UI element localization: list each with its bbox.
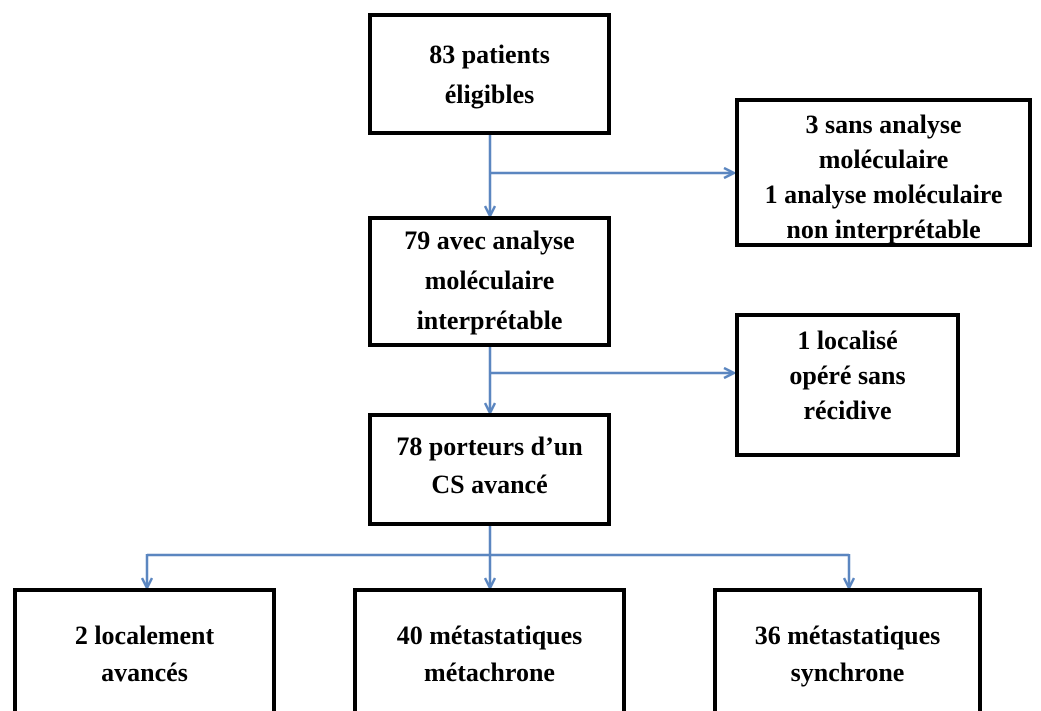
node: 83 patients éligibles <box>368 13 611 135</box>
node-label: opéré sans <box>789 361 905 390</box>
node-label: 3 sans analyse <box>805 110 961 139</box>
node: 1 localisé opéré sans récidive <box>735 313 960 457</box>
node: 3 sans analyse moléculaire 1 analyse moléc… <box>735 98 1032 247</box>
node-label: interprétable <box>417 306 563 335</box>
node: 36 métastatiques synchrone <box>713 588 982 711</box>
node-box <box>368 413 611 526</box>
node-label: métachrone <box>424 658 555 687</box>
connectors <box>147 135 849 587</box>
node-label: 83 patients <box>429 40 550 69</box>
node-label: récidive <box>803 396 891 425</box>
node-label: 1 analyse moléculaire <box>765 180 1003 209</box>
node-box <box>353 588 626 711</box>
node: 79 avec analyse moléculaire interprétable <box>368 216 611 347</box>
node-label: 1 localisé <box>797 326 897 355</box>
node-box <box>368 13 611 135</box>
node-box <box>368 216 611 347</box>
node-box <box>713 588 982 711</box>
node-label: avancés <box>101 658 188 687</box>
node-box <box>735 313 960 457</box>
node-label: 78 porteurs d’un <box>396 432 583 461</box>
node-label: CS avancé <box>431 470 547 499</box>
node-label: moléculaire <box>425 266 554 295</box>
node-label: 79 avec analyse <box>404 226 574 255</box>
node-label: moléculaire <box>819 145 948 174</box>
node-label: 40 métastatiques <box>397 621 583 650</box>
node-label: 2 localement <box>75 621 215 650</box>
node: 40 métastatiques métachrone <box>353 588 626 711</box>
node-box <box>13 588 276 711</box>
node-label: éligibles <box>445 80 535 109</box>
node-box <box>735 98 1032 247</box>
node: 78 porteurs d’un CS avancé <box>368 413 611 526</box>
node: 2 localement avancés <box>13 588 276 711</box>
node-label: non interprétable <box>786 215 980 244</box>
node-label: 36 métastatiques <box>755 621 941 650</box>
node-label: synchrone <box>791 658 905 687</box>
